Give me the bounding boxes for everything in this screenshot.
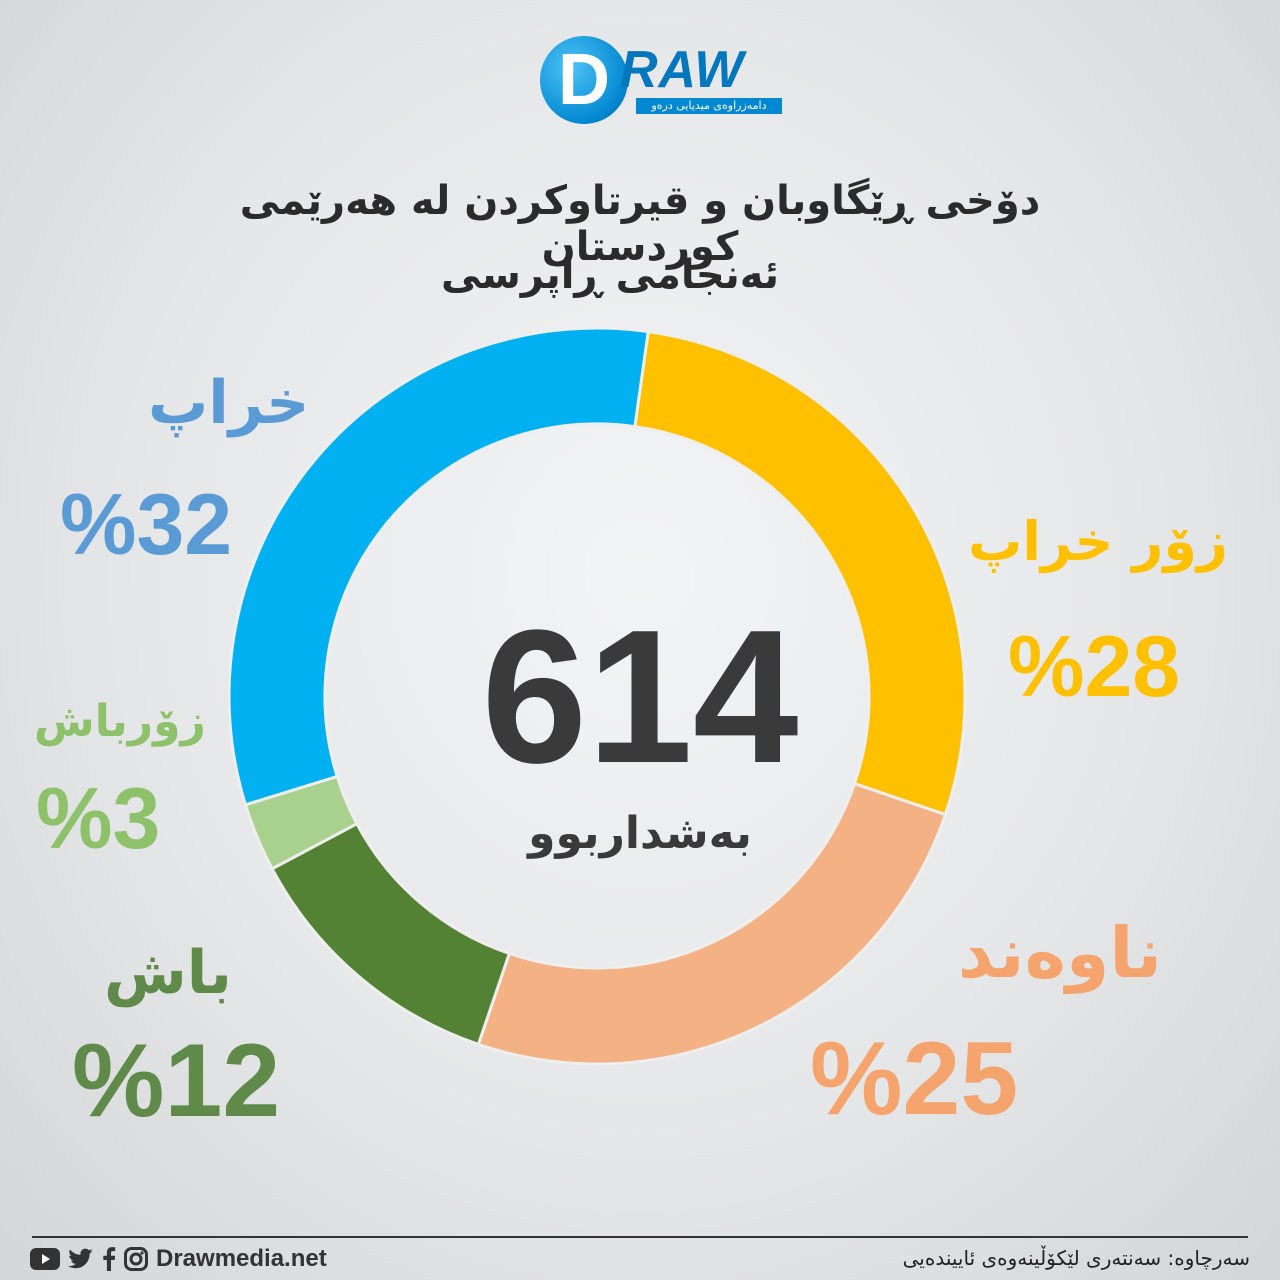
respondents-label: بەشداربوو (528, 808, 752, 859)
donut-slice-bad (227, 326, 650, 807)
percent-label-very-good: %3 (36, 771, 161, 867)
footer-divider (32, 1236, 1248, 1238)
youtube-icon[interactable] (30, 1248, 60, 1270)
logo-mark: D (540, 36, 628, 124)
website-link[interactable]: Drawmedia.net (156, 1245, 327, 1272)
percent-label-very-bad: %28 (1008, 619, 1181, 715)
chart-title: دۆخی ڕێگاوبان و قیرتاوکردن لە هەرێمی کور… (239, 178, 1041, 270)
percent-label-average: %25 (810, 1021, 1019, 1137)
instagram-icon[interactable] (124, 1247, 148, 1271)
total-respondents: 614 (481, 591, 799, 803)
twitter-icon[interactable] (68, 1248, 94, 1270)
logo-word: RAW (620, 41, 745, 99)
category-label-average: ناوەند (957, 912, 1162, 994)
logo-tagline: دامەزراوەی میدیایی درەو (636, 98, 782, 114)
facebook-icon[interactable] (102, 1247, 116, 1271)
category-label-very-bad: زۆر خراپ (968, 510, 1228, 573)
donut-slice-average (476, 781, 948, 1066)
footer-social: Drawmedia.net (30, 1244, 327, 1274)
percent-label-good: %12 (72, 1023, 281, 1139)
category-label-good: باش (104, 938, 232, 1008)
donut-slice-very-bad (633, 329, 967, 817)
category-label-very-good: زۆرباش (34, 696, 206, 747)
chart-subtitle: ئەنجامی ڕاپرسی (441, 252, 779, 298)
category-label-bad: خراپ (148, 368, 310, 438)
percent-label-bad: %32 (60, 477, 233, 573)
draw-logo: D RAW دامەزراوەی میدیایی درەو (540, 36, 782, 128)
source-note: سەرچاوە: سەنتەری لێکۆڵینەوەی ئاییندەیی (902, 1246, 1250, 1270)
